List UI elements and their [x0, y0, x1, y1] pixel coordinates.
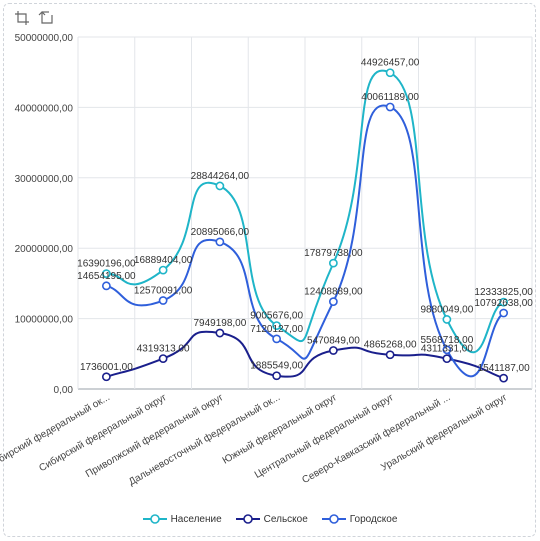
data-label: 16889404,00 [134, 255, 193, 266]
y-tick-label: 40000000,00 [15, 103, 74, 114]
data-point[interactable] [385, 350, 395, 360]
data-point[interactable] [158, 354, 168, 363]
data-label: 44926457,00 [361, 58, 420, 69]
y-tick-label: 20000000,00 [15, 244, 74, 255]
legend-item[interactable]: Сельское [235, 513, 308, 525]
data-point[interactable] [101, 281, 111, 291]
chart-legend: Население Сельское Городское [0, 513, 540, 525]
data-point[interactable] [328, 297, 338, 307]
data-label: 4311331,00 [421, 344, 474, 355]
data-label: 1736001,00 [80, 362, 133, 373]
data-point[interactable] [272, 321, 282, 331]
data-point[interactable] [499, 297, 509, 307]
data-label: 20895066,00 [191, 227, 250, 238]
data-point[interactable] [385, 102, 395, 112]
y-tick-label: 30000000,00 [15, 174, 74, 185]
data-point[interactable] [101, 269, 111, 279]
data-point[interactable] [158, 296, 168, 305]
data-point[interactable] [328, 258, 338, 268]
data-label: 1541187,00 [478, 363, 531, 374]
data-label: 1885549,00 [250, 361, 303, 372]
legend-label: Городское [349, 513, 398, 525]
data-label: 28844264,00 [191, 171, 250, 182]
legend-item[interactable]: Население [142, 513, 222, 525]
zoom-reset-icon[interactable] [38, 10, 54, 26]
legend-label: Сельское [263, 513, 308, 525]
data-point[interactable] [499, 373, 509, 383]
data-point[interactable] [442, 345, 452, 355]
data-point[interactable] [272, 334, 282, 344]
data-label: 12570091,00 [134, 286, 193, 297]
data-point[interactable] [272, 371, 282, 381]
data-label: 40061189,00 [361, 92, 419, 103]
data-point[interactable] [499, 308, 509, 318]
chart-toolbar [14, 10, 54, 26]
data-label: 4319313,00 [137, 344, 190, 355]
chart-panel [3, 3, 536, 537]
data-label: 4865268,00 [364, 340, 417, 351]
data-label: 12408889,00 [304, 287, 363, 298]
series-line [106, 330, 504, 380]
data-point[interactable] [215, 181, 225, 191]
legend-swatch-icon [235, 514, 260, 524]
data-point[interactable] [215, 328, 225, 338]
legend-swatch-icon [321, 514, 346, 524]
data-point[interactable] [328, 346, 338, 355]
zoom-area-icon[interactable] [14, 10, 30, 26]
data-label: 12333825,00 [474, 287, 533, 298]
data-point[interactable] [442, 354, 452, 364]
legend-label: Население [170, 513, 222, 525]
data-point[interactable] [101, 372, 111, 382]
data-label: 5568718,00 [420, 335, 473, 346]
series-line [106, 69, 505, 354]
legend-swatch-icon [142, 514, 167, 524]
data-label: 17879738,00 [304, 248, 363, 259]
data-label: 10792638,00 [474, 298, 533, 309]
legend-item[interactable]: Городское [321, 513, 398, 525]
data-label: 7949198,00 [193, 318, 246, 329]
data-label: 5470849,00 [307, 335, 360, 346]
data-label: 9005676,00 [250, 311, 303, 322]
y-tick-label: 10000000,00 [15, 315, 74, 326]
data-label: 14654195,00 [77, 271, 136, 282]
data-point[interactable] [158, 265, 168, 275]
data-point[interactable] [442, 315, 452, 324]
data-point[interactable] [215, 237, 225, 247]
y-tick-label: 50000000,00 [15, 33, 74, 44]
data-label: 16390196,00 [77, 259, 136, 270]
data-label: 7120127,00 [250, 324, 303, 335]
data-point[interactable] [385, 68, 395, 78]
data-label: 9880049,00 [420, 304, 473, 315]
y-tick-label: 0,00 [54, 385, 74, 396]
